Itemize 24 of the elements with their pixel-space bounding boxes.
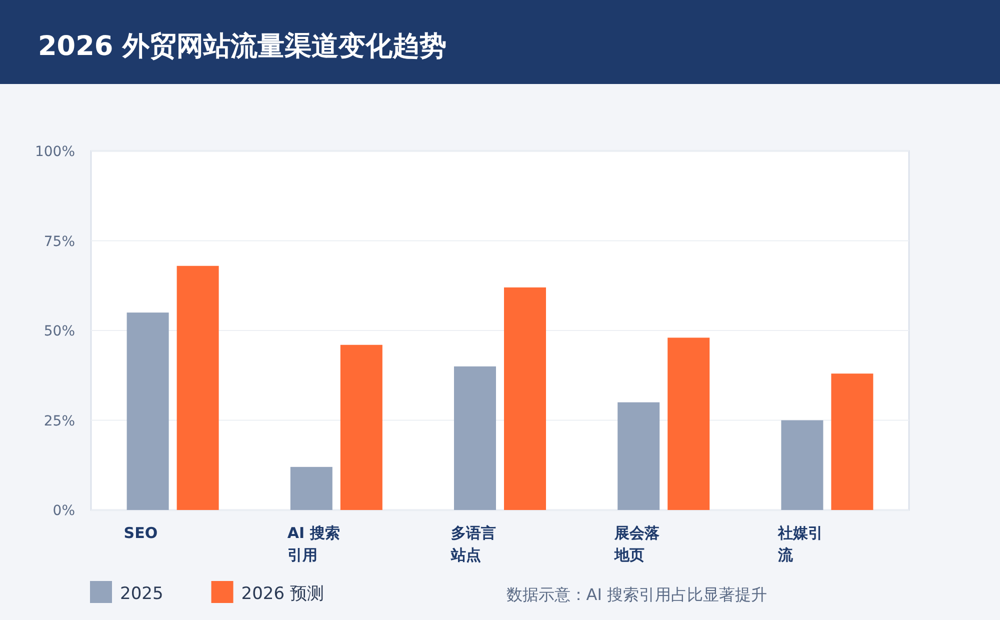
- legend-label: 2026 预测: [241, 584, 324, 604]
- bar: [290, 466, 332, 510]
- text: 数据示意：AI 搜索引用占比显著提升: [506, 585, 767, 604]
- legend-label: 2025: [120, 584, 164, 604]
- bar: [618, 402, 660, 510]
- bar: [781, 420, 824, 510]
- bar: [126, 312, 169, 510]
- x-tick-label: 多语言站点: [450, 524, 496, 564]
- bar: [340, 344, 382, 510]
- x-tick-label: SEO: [124, 524, 158, 542]
- y-tick-label: 25%: [44, 413, 75, 430]
- y-tick-label: 50%: [44, 324, 75, 340]
- y-tick-label: 75%: [44, 234, 75, 250]
- x-tick-label: AI 搜索引用: [287, 524, 340, 564]
- bar: [504, 287, 546, 510]
- bar: [668, 338, 710, 510]
- bar: [454, 366, 496, 510]
- y-tick-label: 100%: [34, 144, 75, 160]
- chart-title: 2026 外贸网站流量渠道变化趋势: [38, 31, 447, 62]
- x-tick-label: 社媒引流: [777, 524, 824, 564]
- x-tick-label: 展会落地页: [614, 524, 661, 564]
- y-tick-label: 0%: [52, 503, 75, 519]
- bar: [831, 374, 874, 510]
- bar: [176, 266, 219, 510]
